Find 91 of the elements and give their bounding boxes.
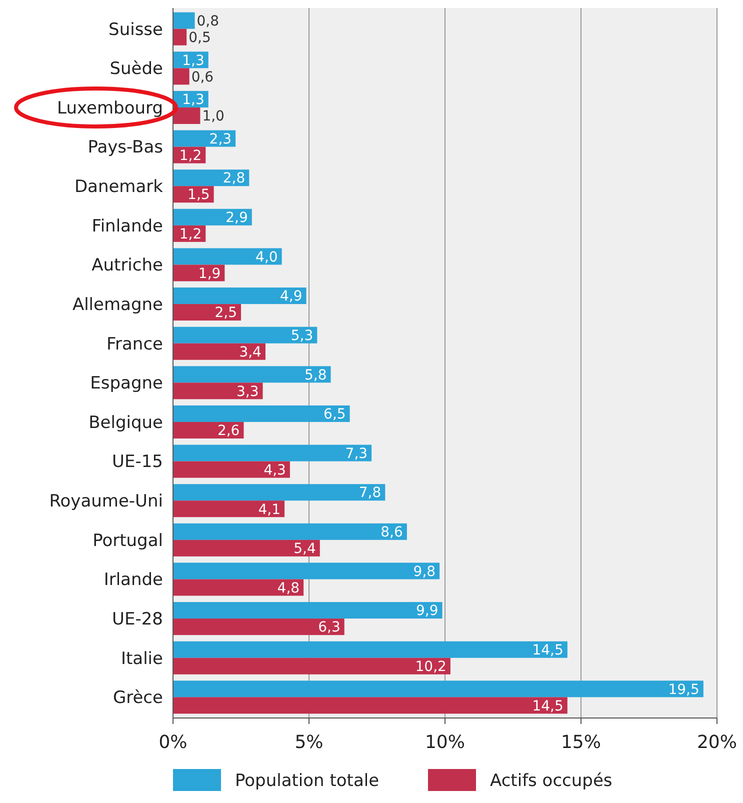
data-label: 1,2	[179, 148, 202, 164]
data-label: 7,3	[345, 446, 368, 462]
data-label: 1,9	[198, 266, 221, 282]
data-label: 9,9	[416, 603, 438, 620]
bar	[173, 343, 266, 360]
legend-label: Actifs occupés	[490, 770, 612, 791]
bar	[173, 461, 290, 478]
data-label: 4,8	[277, 580, 300, 596]
data-label: 2,9	[226, 210, 248, 226]
bar	[173, 697, 568, 714]
y-tick-label: Irlande	[104, 570, 163, 590]
bar	[173, 444, 372, 462]
y-tick-label: UE-28	[112, 609, 163, 630]
bar	[173, 523, 407, 540]
bar	[173, 68, 190, 85]
data-label: 2,6	[217, 423, 240, 440]
data-label: 0,6	[191, 69, 214, 86]
data-label: 5,8	[304, 367, 327, 384]
bar	[173, 326, 318, 344]
y-tick-label: Danemark	[74, 177, 164, 198]
data-label: 14,5	[532, 642, 564, 658]
bar	[173, 484, 386, 501]
data-label: 2,5	[214, 305, 237, 322]
bar	[173, 130, 236, 147]
bar	[173, 288, 306, 304]
bar	[173, 366, 331, 383]
data-label: 6,5	[324, 406, 346, 423]
y-tick-label: Luxembourg	[57, 98, 163, 118]
data-label: 10,2	[415, 659, 446, 676]
x-tick-label: 20%	[696, 732, 738, 753]
data-label: 1,5	[188, 187, 210, 204]
y-tick-label: Belgique	[88, 412, 163, 433]
bar	[173, 602, 442, 619]
y-tick-label: Portugal	[92, 530, 163, 551]
data-label: 4,9	[280, 288, 302, 305]
y-tick-label: Autriche	[92, 256, 163, 276]
bar	[173, 680, 704, 698]
bar	[173, 422, 244, 438]
y-tick-label: Grèce	[112, 688, 163, 708]
bar	[173, 208, 252, 226]
legend-label: Population totale	[235, 770, 380, 791]
data-label: 9,8	[413, 564, 436, 580]
bar	[173, 248, 282, 265]
y-tick-label: Italie	[120, 648, 163, 669]
bar	[173, 304, 241, 321]
bar	[173, 12, 195, 29]
data-label: 3,3	[236, 384, 259, 400]
bar	[173, 540, 320, 556]
data-label: 7,8	[358, 485, 382, 502]
bar	[173, 562, 440, 580]
data-label: 1,2	[179, 226, 202, 243]
x-tick-label: 5%	[294, 732, 324, 753]
data-label: 6,3	[318, 620, 340, 636]
y-tick-label: Royaume-Uni	[49, 492, 163, 512]
data-label: 1,3	[182, 52, 204, 69]
data-label: 3,4	[239, 344, 262, 360]
y-tick-label: UE-15	[112, 452, 163, 472]
bar	[173, 170, 250, 186]
bar	[173, 658, 450, 674]
y-tick-label: Espagne	[90, 374, 163, 394]
data-label: 14,5	[532, 698, 564, 714]
data-label: 4,1	[258, 502, 281, 518]
data-label: 8,6	[380, 524, 404, 541]
x-tick-label: 10%	[424, 732, 466, 753]
y-tick-label: Suisse	[108, 20, 163, 40]
data-label: 1,0	[202, 108, 224, 125]
data-label: 2,3	[209, 131, 232, 148]
y-tick-label: Pays-Bas	[88, 138, 164, 158]
y-tick-label: Suède	[110, 59, 163, 80]
data-label: 19,5	[668, 682, 700, 698]
data-label: 0,5	[188, 30, 211, 46]
x-tick-label: 0%	[158, 732, 188, 753]
bar	[173, 107, 200, 124]
bar	[173, 382, 263, 400]
x-tick-label: 15%	[560, 732, 602, 753]
bar	[173, 641, 568, 658]
bar	[173, 405, 350, 422]
data-label: 0,8	[196, 13, 220, 30]
bar	[173, 28, 187, 46]
bar	[173, 500, 285, 518]
y-tick-label: France	[106, 334, 163, 354]
data-label: 5,3	[290, 328, 314, 344]
bar	[173, 618, 344, 636]
y-tick-label: Allemagne	[72, 294, 163, 315]
data-label: 4,0	[256, 249, 278, 266]
data-label: 2,8	[222, 170, 246, 187]
y-tick-label: Finlande	[92, 216, 163, 236]
data-label: 5,4	[294, 541, 316, 558]
bar	[173, 579, 304, 596]
data-label: 1,3	[182, 92, 204, 108]
data-label: 4,3	[264, 462, 286, 478]
